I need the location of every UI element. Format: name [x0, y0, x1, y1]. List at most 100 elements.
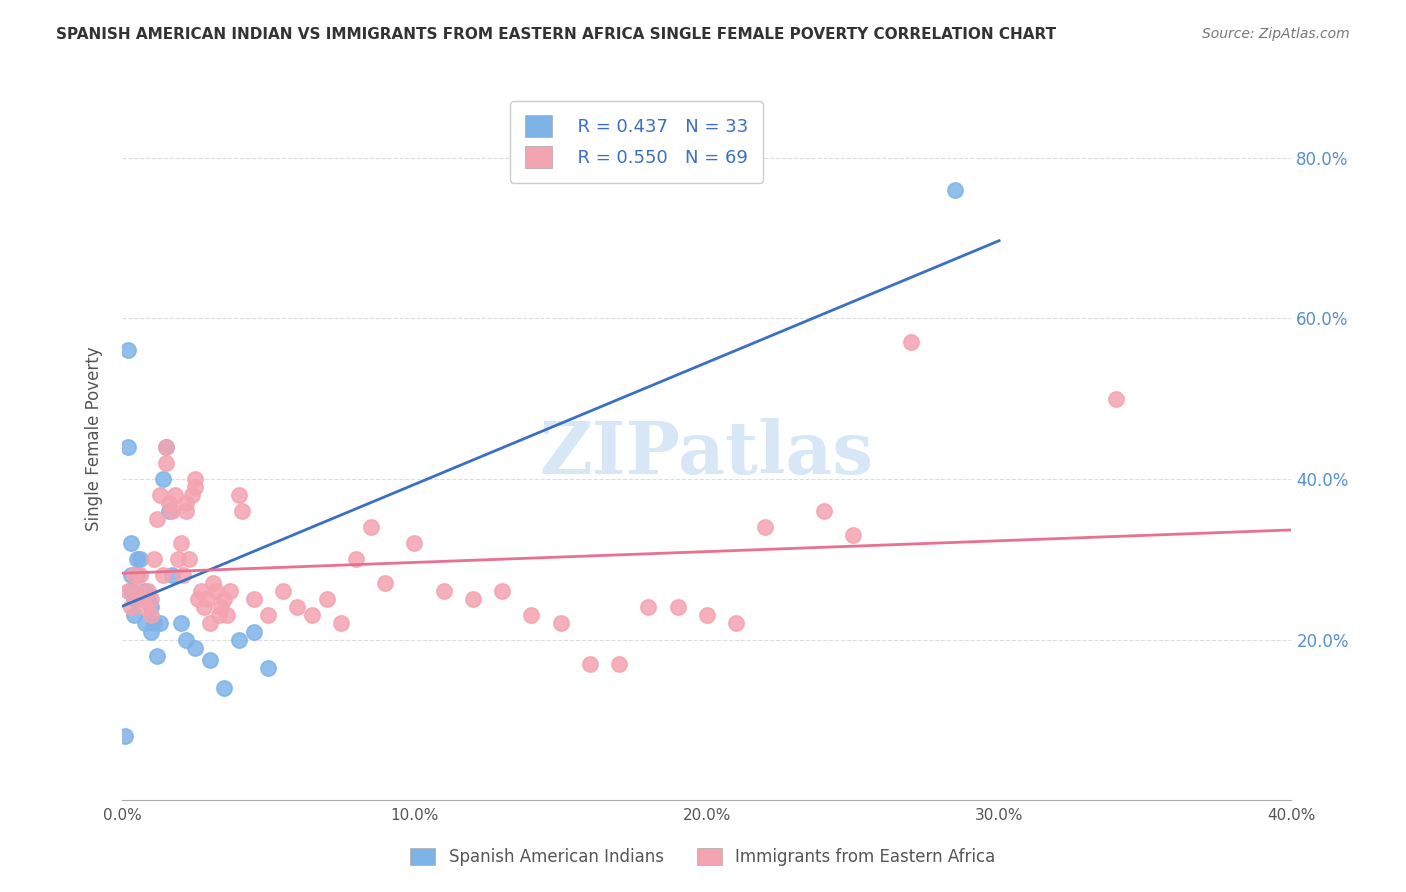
Point: [404, 536, 426, 550]
Point: [433, 584, 456, 599]
Point: [374, 576, 396, 591]
Point: [184, 472, 207, 486]
Legend:   R = 0.437   N = 33,   R = 0.550   N = 69: R = 0.437 N = 33, R = 0.550 N = 69: [510, 101, 763, 183]
Point: [117, 584, 139, 599]
Point: [813, 504, 835, 518]
Text: ZIPatlas: ZIPatlas: [540, 417, 873, 489]
Point: [146, 648, 169, 663]
Point: [228, 632, 250, 647]
Point: [219, 584, 242, 599]
Point: [141, 624, 163, 639]
Point: [344, 552, 367, 566]
Point: [169, 616, 191, 631]
Point: [217, 608, 239, 623]
Point: [666, 600, 689, 615]
Point: [943, 183, 966, 197]
Point: [214, 592, 236, 607]
Point: [134, 600, 156, 615]
Point: [176, 496, 198, 510]
Point: [242, 592, 264, 607]
Point: [228, 488, 250, 502]
Point: [143, 616, 166, 631]
Point: [143, 552, 166, 566]
Point: [138, 584, 160, 599]
Point: [179, 552, 201, 566]
Point: [141, 600, 163, 615]
Point: [204, 584, 226, 599]
Point: [163, 488, 186, 502]
Point: [117, 440, 139, 454]
Point: [117, 343, 139, 358]
Point: [146, 512, 169, 526]
Point: [176, 504, 198, 518]
Text: Source: ZipAtlas.com: Source: ZipAtlas.com: [1202, 27, 1350, 41]
Point: [754, 520, 776, 534]
Point: [315, 592, 337, 607]
Point: [138, 592, 160, 607]
Point: [122, 608, 145, 623]
Point: [160, 504, 183, 518]
Point: [131, 592, 153, 607]
Point: [125, 552, 148, 566]
Point: [120, 536, 142, 550]
Point: [201, 576, 224, 591]
Point: [607, 657, 630, 671]
Point: [214, 681, 236, 695]
Point: [172, 568, 194, 582]
Legend: Spanish American Indians, Immigrants from Eastern Africa: Spanish American Indians, Immigrants fro…: [402, 840, 1004, 875]
Point: [231, 504, 253, 518]
Point: [520, 608, 543, 623]
Point: [181, 488, 204, 502]
Point: [198, 652, 221, 666]
Point: [134, 584, 156, 599]
Point: [141, 608, 163, 623]
Point: [271, 584, 294, 599]
Y-axis label: Single Female Poverty: Single Female Poverty: [86, 346, 103, 531]
Point: [842, 528, 865, 542]
Point: [122, 568, 145, 582]
Point: [157, 504, 180, 518]
Point: [155, 456, 177, 470]
Point: [193, 600, 215, 615]
Text: SPANISH AMERICAN INDIAN VS IMMIGRANTS FROM EASTERN AFRICA SINGLE FEMALE POVERTY : SPANISH AMERICAN INDIAN VS IMMIGRANTS FR…: [56, 27, 1056, 42]
Point: [128, 568, 150, 582]
Point: [461, 592, 484, 607]
Point: [125, 584, 148, 599]
Point: [491, 584, 513, 599]
Point: [152, 472, 174, 486]
Point: [257, 608, 280, 623]
Point: [141, 592, 163, 607]
Point: [122, 592, 145, 607]
Point: [242, 624, 264, 639]
Point: [128, 552, 150, 566]
Point: [900, 335, 922, 350]
Point: [157, 496, 180, 510]
Point: [134, 616, 156, 631]
Point: [169, 536, 191, 550]
Point: [198, 616, 221, 631]
Point: [176, 632, 198, 647]
Point: [207, 608, 229, 623]
Point: [301, 608, 323, 623]
Point: [330, 616, 353, 631]
Point: [184, 480, 207, 494]
Point: [120, 584, 142, 599]
Point: [166, 552, 188, 566]
Point: [578, 657, 600, 671]
Point: [360, 520, 382, 534]
Point: [152, 568, 174, 582]
Point: [287, 600, 309, 615]
Point: [131, 592, 153, 607]
Point: [195, 592, 218, 607]
Point: [696, 608, 718, 623]
Point: [190, 584, 212, 599]
Point: [257, 660, 280, 674]
Point: [155, 440, 177, 454]
Point: [125, 568, 148, 582]
Point: [1105, 392, 1128, 406]
Point: [550, 616, 572, 631]
Point: [160, 568, 183, 582]
Point: [149, 616, 172, 631]
Point: [149, 488, 172, 502]
Point: [155, 440, 177, 454]
